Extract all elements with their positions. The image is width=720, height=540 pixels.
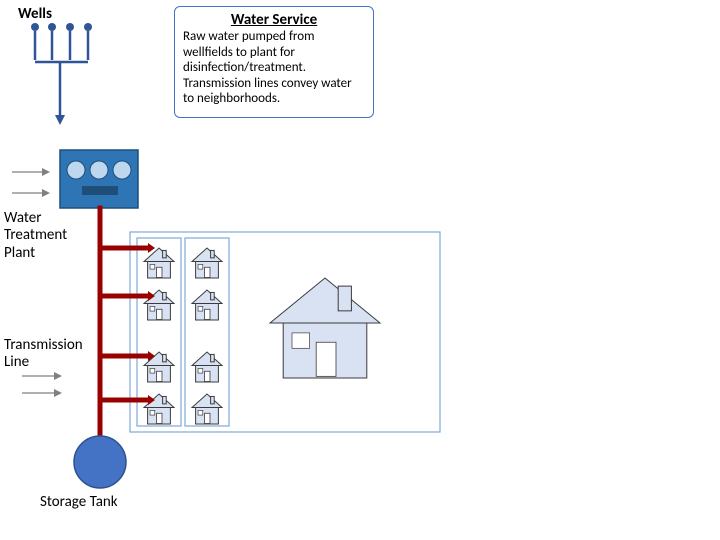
pointer-arrowhead: [54, 389, 62, 397]
plant-gauge: [90, 161, 108, 179]
wtp-label: Water Treatment Plant: [4, 210, 67, 262]
well-marker: [84, 23, 92, 31]
well-marker: [31, 23, 39, 31]
plant-gauge: [67, 161, 85, 179]
pointer-arrowhead: [42, 168, 50, 176]
well-marker: [48, 23, 56, 31]
info-box-body: Raw water pumped from wellfields to plan…: [183, 29, 365, 107]
well-marker: [66, 23, 74, 31]
plant-gauge: [113, 161, 131, 179]
wells-label: Wells: [18, 6, 52, 23]
transmission-line-label: Transmission Line: [4, 337, 83, 372]
storage-tank: [74, 436, 126, 488]
storage-tank-label: Storage Tank: [40, 494, 118, 511]
pointer-arrowhead: [42, 189, 50, 197]
pointer-arrowhead: [54, 372, 62, 380]
info-box-title: Water Service: [183, 11, 365, 29]
well-drop-arrow: [55, 115, 65, 125]
water-service-info-box: Water Service Raw water pumped from well…: [174, 6, 374, 118]
plant-slot: [82, 186, 118, 195]
